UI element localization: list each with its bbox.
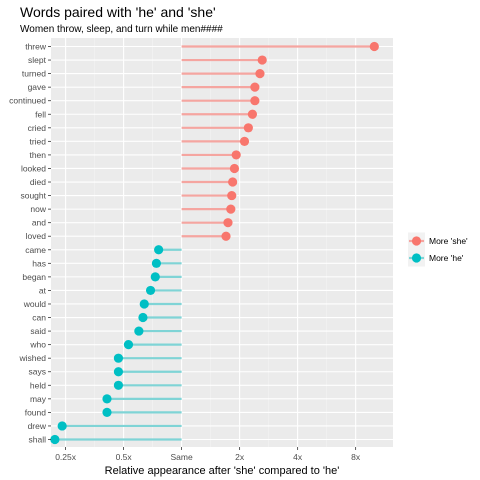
lollipop-point xyxy=(102,407,112,417)
lollipop-point xyxy=(151,258,162,268)
y-tick-label: would xyxy=(23,299,46,309)
legend-key-point xyxy=(411,236,422,246)
y-tick-label: at xyxy=(39,285,47,295)
lollipop-point xyxy=(150,272,160,282)
lollipop-point xyxy=(102,394,112,404)
legend-label: More 'he' xyxy=(429,253,464,263)
lollipop-point xyxy=(57,421,67,431)
y-tick-label: died xyxy=(30,177,46,187)
x-tick-label: 4x xyxy=(293,452,303,462)
lollipop-point xyxy=(113,353,124,363)
lollipop-point xyxy=(50,434,60,445)
y-tick-label: tried xyxy=(29,136,46,146)
lollipop-point xyxy=(229,163,240,174)
lollipop-point xyxy=(247,109,258,119)
y-tick-label: may xyxy=(30,394,47,404)
x-tick-label: 8x xyxy=(351,452,361,462)
y-tick-label: looked xyxy=(21,163,46,173)
lollipop-point xyxy=(239,136,250,146)
lollipop-point xyxy=(139,299,149,309)
lollipop-point xyxy=(223,218,233,228)
lollipop-point xyxy=(255,69,265,79)
lollipop-point xyxy=(243,123,253,133)
lollipop-point xyxy=(231,150,241,160)
lollipop-point xyxy=(134,326,144,336)
y-tick-label: said xyxy=(30,326,46,336)
lollipop-point xyxy=(113,367,124,377)
chart-subtitle: Women throw, sleep, and turn while men##… xyxy=(20,24,223,35)
lollipop-point xyxy=(221,231,231,241)
y-tick-label: threw xyxy=(25,42,47,52)
y-tick-label: held xyxy=(30,380,46,390)
y-tick-label: has xyxy=(32,258,46,268)
y-tick-label: and xyxy=(32,218,46,228)
y-tick-label: cried xyxy=(28,123,47,133)
x-tick-label: 2x xyxy=(235,452,245,462)
x-tick-label: 0.25x xyxy=(55,452,77,462)
lollipop-points xyxy=(50,41,379,445)
lollipop-point xyxy=(113,380,124,390)
lollipop-point xyxy=(257,55,267,65)
y-tick-label: continued xyxy=(9,96,46,106)
y-tick-label: came xyxy=(25,245,46,255)
x-tick-label: Same xyxy=(171,452,193,462)
x-tick-label: 0.5x xyxy=(116,452,133,462)
y-tick-label: now xyxy=(30,204,46,214)
y-axis-ticks: threw slept turned gave continued fell cried tr… xyxy=(9,42,51,445)
lollipop-point xyxy=(145,285,156,296)
chart-title: Words paired with 'he' and 'she' xyxy=(20,4,216,20)
y-tick-label: began xyxy=(22,272,46,282)
lollipop-point xyxy=(369,41,379,52)
y-tick-label: can xyxy=(32,313,46,323)
legend: More 'she' More 'he' xyxy=(408,232,468,267)
lollipop-point xyxy=(123,340,134,350)
x-axis-ticks: 0.25x 0.5x Same 2x 4x 8x xyxy=(55,447,361,462)
lollipop-point xyxy=(250,82,260,92)
y-tick-label: loved xyxy=(26,231,47,241)
y-tick-label: shall xyxy=(29,435,47,445)
lollipop-point xyxy=(228,177,238,187)
lollipop-point xyxy=(250,96,260,106)
y-tick-label: fell xyxy=(35,109,46,119)
y-tick-label: says xyxy=(29,367,46,377)
plot-panel xyxy=(51,38,393,447)
y-tick-label: wished xyxy=(19,353,47,363)
legend-label: More 'she' xyxy=(429,236,468,246)
y-tick-label: who xyxy=(29,340,46,350)
y-tick-label: sought xyxy=(20,191,46,201)
lollipop-segments xyxy=(54,45,375,441)
y-tick-label: gave xyxy=(28,82,47,92)
lollipop-point xyxy=(227,190,237,201)
y-tick-label: drew xyxy=(28,421,47,431)
lollipop-point xyxy=(138,312,148,323)
lollipop-point xyxy=(154,245,164,255)
x-axis-title: Relative appearance after 'she' compared… xyxy=(105,465,340,477)
y-tick-label: then xyxy=(29,150,46,160)
grid-minor xyxy=(94,38,327,447)
y-tick-label: slept xyxy=(28,55,47,65)
y-tick-label: found xyxy=(25,407,47,417)
lollipop-point xyxy=(226,204,236,214)
legend-key-point xyxy=(411,253,422,263)
y-tick-label: turned xyxy=(22,69,46,79)
